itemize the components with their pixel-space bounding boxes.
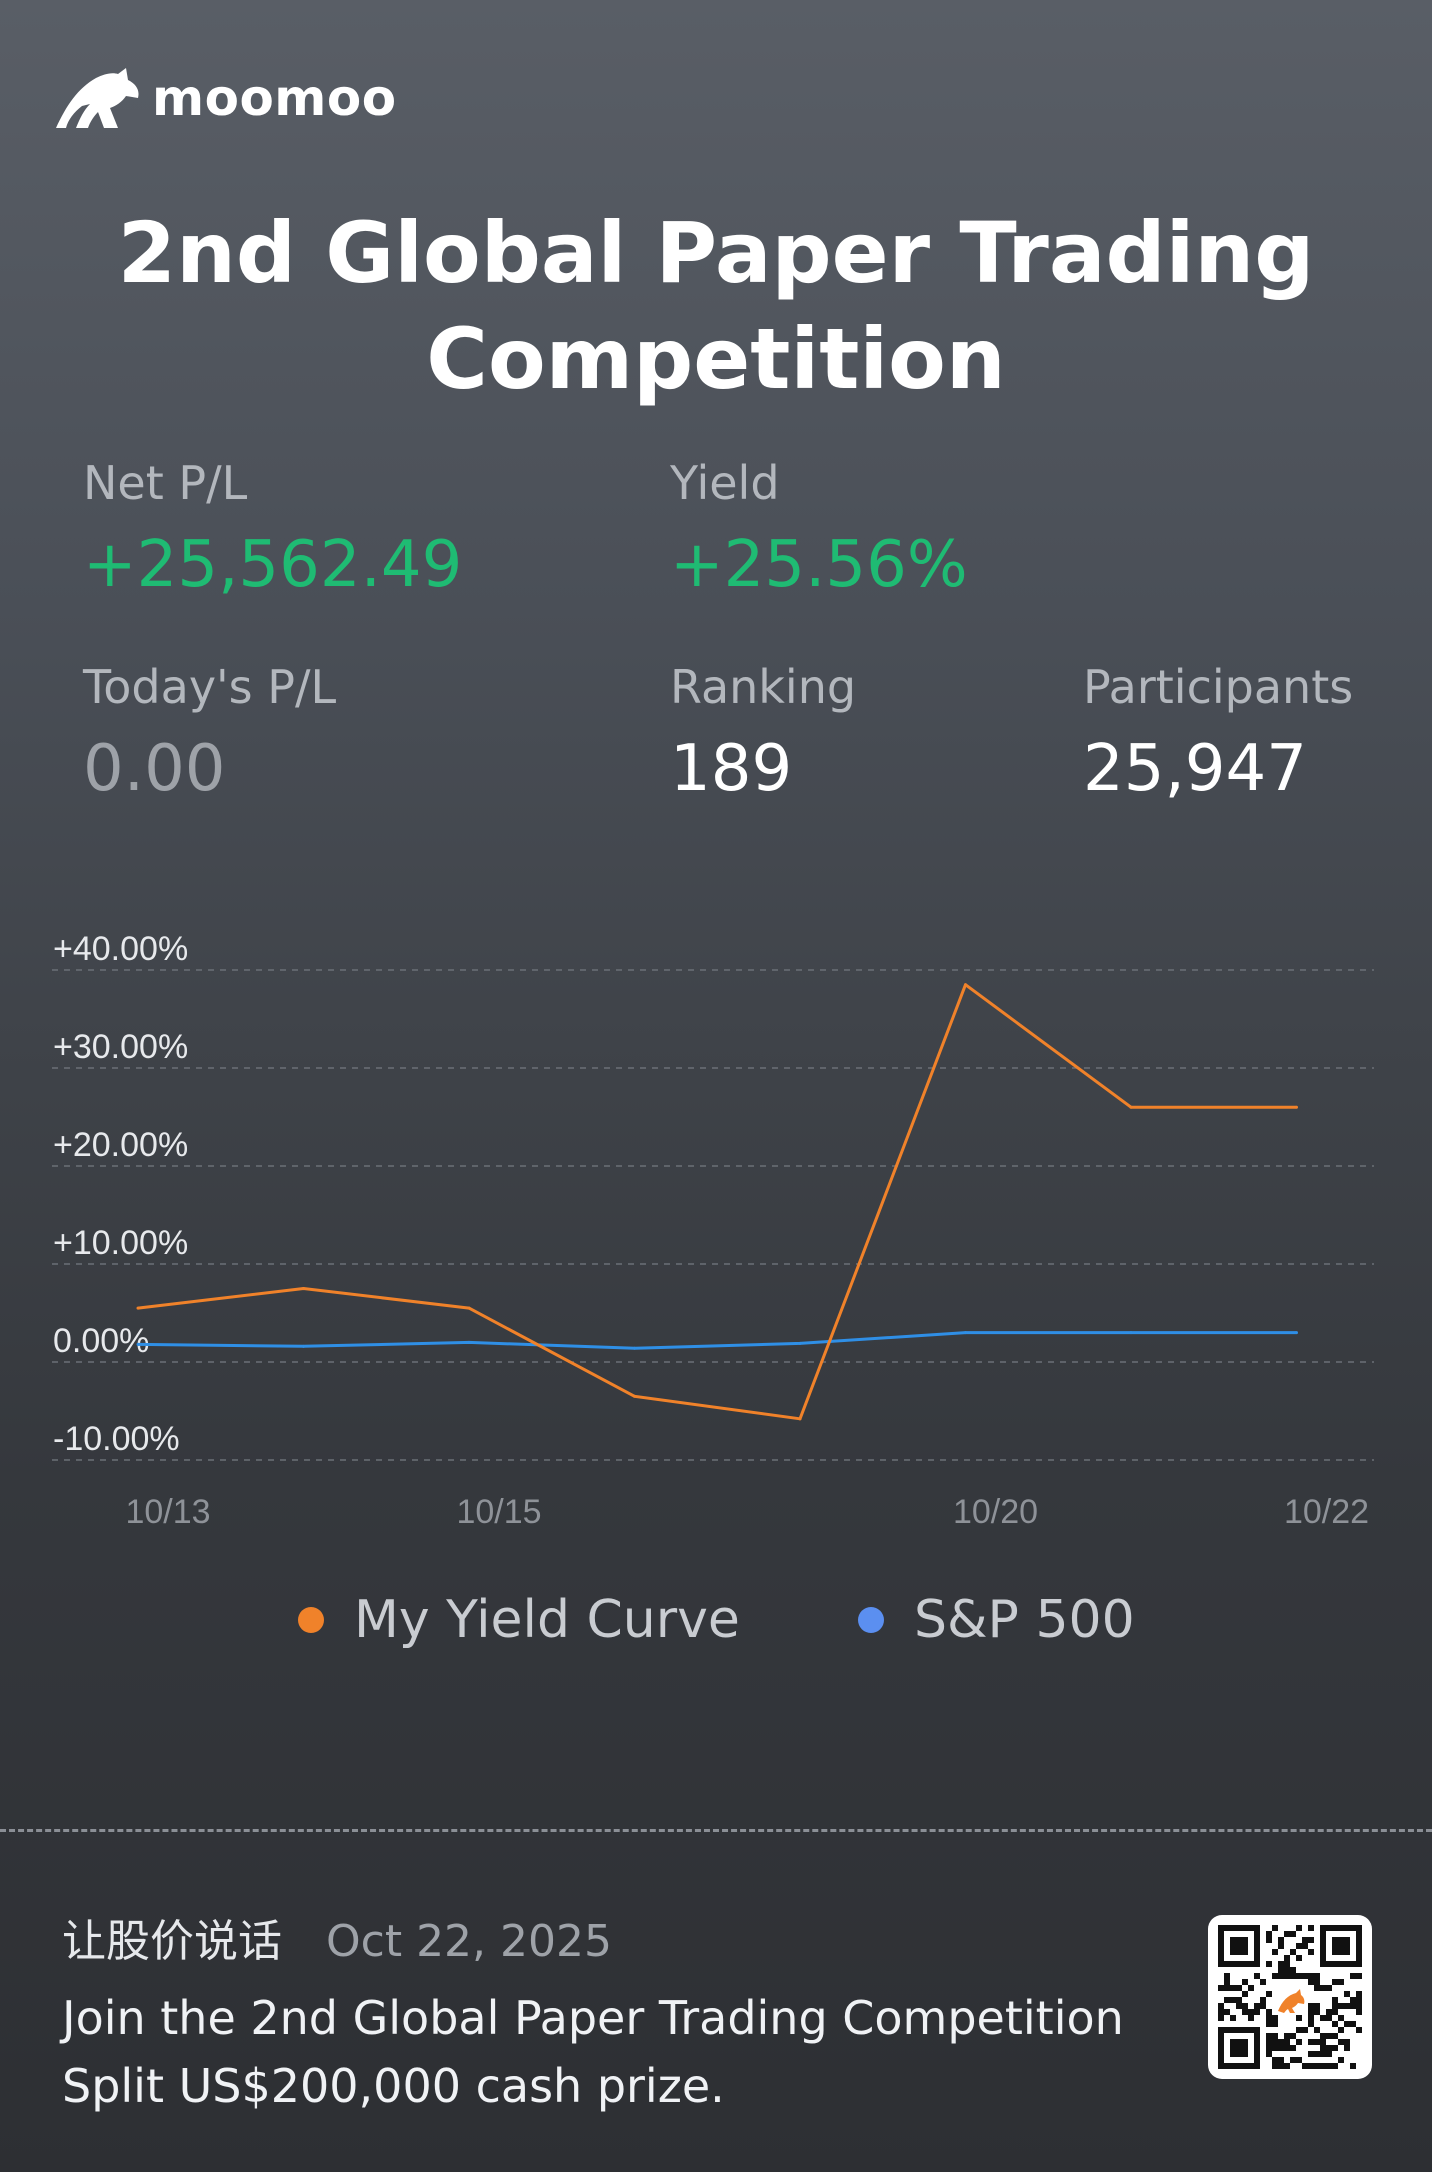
y-tick-label: +20.00% bbox=[53, 1126, 188, 1164]
brand-name: moomoo bbox=[152, 69, 397, 127]
ranking-label: Ranking bbox=[670, 660, 857, 714]
data-point-my-yield bbox=[1129, 1105, 1133, 1109]
data-point-sp500 bbox=[302, 1344, 305, 1348]
data-point-my-yield bbox=[798, 1417, 802, 1421]
net-pl-label: Net P/L bbox=[83, 456, 248, 510]
footer-line-1: Join the 2nd Global Paper Trading Compet… bbox=[62, 1991, 1124, 2045]
footer-date: Oct 22, 2025 bbox=[326, 1916, 612, 1967]
today-pl-label: Today's P/L bbox=[83, 660, 337, 714]
footer-line-2: Split US$200,000 cash prize. bbox=[62, 2059, 725, 2113]
qr-code-icon[interactable] bbox=[1208, 1915, 1372, 2079]
x-tick-label: 10/22 bbox=[1284, 1493, 1369, 1531]
brand-header: moomoo bbox=[52, 66, 397, 130]
participants-stat: Participants 25,947 bbox=[1083, 660, 1353, 806]
series-line-sp500 bbox=[137, 1331, 1297, 1350]
data-point-my-yield bbox=[302, 1287, 305, 1290]
moomoo-logo-icon bbox=[56, 68, 139, 128]
ranking-value: 189 bbox=[670, 732, 793, 806]
x-tick-label: 10/13 bbox=[125, 1493, 210, 1531]
legend-item-sp500: S&P 500 bbox=[858, 1590, 1135, 1650]
y-tick-label: +40.00% bbox=[53, 930, 188, 968]
data-point-sp500 bbox=[1129, 1331, 1133, 1335]
y-tick-label: +10.00% bbox=[53, 1224, 188, 1262]
legend-label-sp500: S&P 500 bbox=[914, 1590, 1135, 1650]
yield-chart: +40.00% +30.00% +20.00% +10.00% 0.00% -10.00%… bbox=[52, 930, 1374, 1531]
series-line-my-yield bbox=[137, 983, 1297, 1421]
data-point-sp500 bbox=[1295, 1331, 1298, 1335]
data-point-sp500 bbox=[467, 1340, 471, 1344]
participants-label: Participants bbox=[1083, 660, 1354, 714]
data-point-sp500 bbox=[136, 1342, 140, 1346]
data-point-my-yield bbox=[964, 983, 967, 987]
data-point-my-yield bbox=[633, 1394, 636, 1398]
y-tick-label: +30.00% bbox=[53, 1028, 188, 1066]
data-point-my-yield bbox=[467, 1306, 471, 1310]
footer: 让股价说话 Oct 22, 2025 Join the 2nd Global P… bbox=[62, 1905, 1202, 2117]
x-tick-label: 10/15 bbox=[456, 1493, 541, 1531]
legend-item-my-yield: My Yield Curve bbox=[298, 1590, 740, 1650]
today-pl-value: 0.00 bbox=[83, 732, 226, 806]
legend-dot-my-yield bbox=[298, 1607, 324, 1633]
x-tick-label: 10/20 bbox=[953, 1493, 1038, 1531]
net-pl-stat: Net P/L +25,562.49 bbox=[83, 456, 462, 602]
data-point-sp500 bbox=[633, 1346, 636, 1350]
net-pl-value: +25,562.49 bbox=[83, 528, 463, 602]
data-point-my-yield bbox=[136, 1306, 140, 1310]
footer-slogan: 让股价说话 bbox=[62, 1916, 282, 1967]
yield-stat: Yield +25.56% bbox=[670, 456, 968, 602]
qr-code-graphic bbox=[1218, 1925, 1362, 2069]
y-tick-label: 0.00% bbox=[53, 1322, 149, 1360]
data-point-my-yield bbox=[1295, 1105, 1298, 1109]
legend-dot-sp500 bbox=[858, 1607, 884, 1633]
footer-meta: 让股价说话 Oct 22, 2025 bbox=[62, 1905, 1202, 1969]
yield-value: +25.56% bbox=[670, 528, 968, 602]
dashed-divider bbox=[0, 1829, 1432, 1832]
yield-label: Yield bbox=[670, 456, 780, 510]
ranking-stat: Ranking 189 bbox=[670, 660, 856, 806]
y-tick-label: -10.00% bbox=[53, 1420, 180, 1458]
page-title: 2nd Global Paper Trading Competition bbox=[117, 204, 1315, 408]
data-point-sp500 bbox=[964, 1331, 967, 1335]
legend-label-my-yield: My Yield Curve bbox=[354, 1590, 740, 1650]
data-point-sp500 bbox=[798, 1341, 802, 1345]
participants-value: 25,947 bbox=[1083, 732, 1307, 806]
today-pl-stat: Today's P/L 0.00 bbox=[83, 660, 336, 806]
